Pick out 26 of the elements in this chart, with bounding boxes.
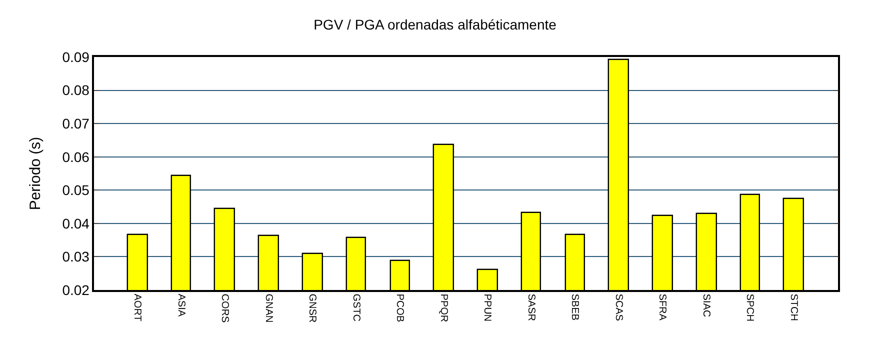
y-tick-label: 0.06	[62, 148, 90, 165]
y-axis-title: Periodo (s)	[26, 136, 44, 210]
x-tick-label: PCOB	[394, 294, 406, 322]
y-tick-label: 0.02	[62, 282, 90, 298]
y-tick-label: 0.04	[62, 215, 90, 232]
x-tick-label: STCH	[788, 294, 799, 321]
x-tick-label: SASR	[525, 294, 536, 321]
x-tick-label: GNAN	[262, 294, 274, 323]
x-tick-label: PPUN	[482, 294, 493, 322]
chart-title: PGV / PGA ordenadas alfabéticamente	[314, 16, 557, 32]
y-tick-label: 0.03	[62, 248, 90, 265]
x-tick-label: AORT	[132, 294, 143, 322]
x-tick-label: SFRA	[656, 294, 668, 321]
x-tick-label: SPCH	[744, 294, 756, 322]
y-tick-label: 0.05	[62, 182, 90, 198]
x-tick-label: SIAC	[700, 294, 712, 318]
y-tick-label: 0.07	[62, 115, 90, 132]
x-tick-label: PPQR	[438, 294, 449, 322]
x-tick-label: GSTC	[350, 294, 362, 322]
x-tick-label: SCAS	[612, 294, 624, 322]
x-tick-label: GNSR	[306, 294, 318, 323]
x-tick-label: CORS	[219, 294, 230, 323]
y-tick-label: 0.08	[62, 82, 90, 98]
x-tick-label: ASIA	[175, 294, 186, 317]
x-tick-label: SBEB	[569, 294, 580, 321]
y-tick-label: 0.09	[62, 48, 90, 65]
